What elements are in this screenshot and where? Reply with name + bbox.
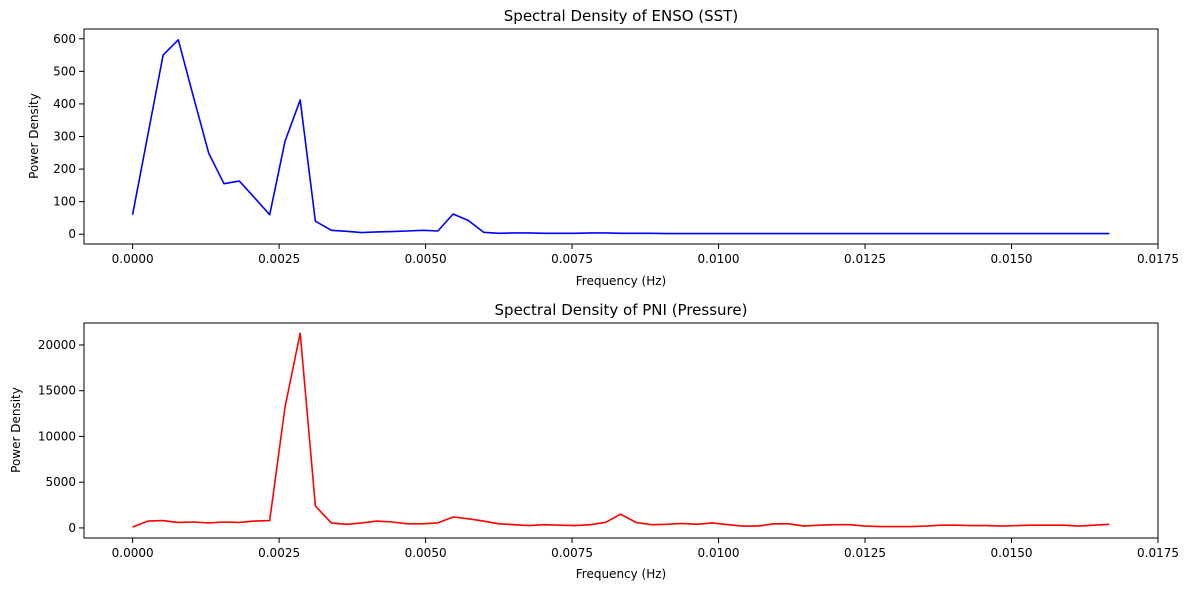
y-tick-label: 200 — [53, 162, 76, 176]
series-line — [131, 38, 1110, 235]
x-tick-label: 0.0175 — [1137, 252, 1179, 266]
x-tick-label: 0.0100 — [698, 252, 740, 266]
x-tick-label: 0.0025 — [258, 546, 300, 560]
plot-area — [131, 38, 1110, 235]
y-tick-label: 600 — [53, 32, 76, 46]
y-tick-label: 0 — [68, 521, 76, 535]
x-tick-label: 0.0000 — [112, 546, 154, 560]
series-line — [132, 332, 1110, 528]
y-tick-label: 15000 — [38, 384, 76, 398]
y-tick-label: 0 — [68, 227, 76, 241]
axis-ticks: 0.0000 0.0025 0.0050 0.0075 0.0100 0.0125 0.01… — [53, 32, 1179, 266]
subplot-pni: Spectral Density of PNI (Pressure) 0.000… — [9, 301, 1179, 581]
axes-frame — [83, 322, 1159, 539]
y-axis-label: Power Density — [27, 93, 41, 179]
y-tick-label: 5000 — [45, 475, 76, 489]
axes-frame — [83, 28, 1159, 245]
y-tick-label: 500 — [53, 64, 76, 78]
x-tick-label: 0.0100 — [698, 546, 740, 560]
y-tick-label: 20000 — [38, 338, 76, 352]
x-tick-label: 0.0050 — [405, 252, 447, 266]
x-tick-label: 0.0075 — [551, 252, 593, 266]
x-tick-label: 0.0175 — [1137, 546, 1179, 560]
axis-ticks: 0.0000 0.0025 0.0050 0.0075 0.0100 0.0125 0.01… — [38, 338, 1179, 560]
y-tick-label: 300 — [53, 130, 76, 144]
x-tick-label: 0.0000 — [112, 252, 154, 266]
x-tick-label: 0.0050 — [405, 546, 447, 560]
y-tick-label: 400 — [53, 97, 76, 111]
x-tick-label: 0.0025 — [258, 252, 300, 266]
x-tick-label: 0.0125 — [844, 252, 886, 266]
x-axis-label: Frequency (Hz) — [576, 567, 667, 581]
chart-title: Spectral Density of ENSO (SST) — [504, 7, 738, 25]
y-tick-label: 10000 — [38, 429, 76, 443]
x-axis-label: Frequency (Hz) — [576, 274, 667, 288]
y-axis-label: Power Density — [9, 387, 23, 473]
y-tick-label: 100 — [53, 195, 76, 209]
x-tick-label: 0.0075 — [551, 546, 593, 560]
x-tick-label: 0.0125 — [844, 546, 886, 560]
x-tick-label: 0.0150 — [991, 252, 1033, 266]
plot-area — [132, 332, 1110, 528]
subplot-enso: Spectral Density of ENSO (SST) 0.0000 0.0… — [27, 7, 1179, 288]
chart-title: Spectral Density of PNI (Pressure) — [495, 301, 748, 319]
x-tick-label: 0.0150 — [991, 546, 1033, 560]
